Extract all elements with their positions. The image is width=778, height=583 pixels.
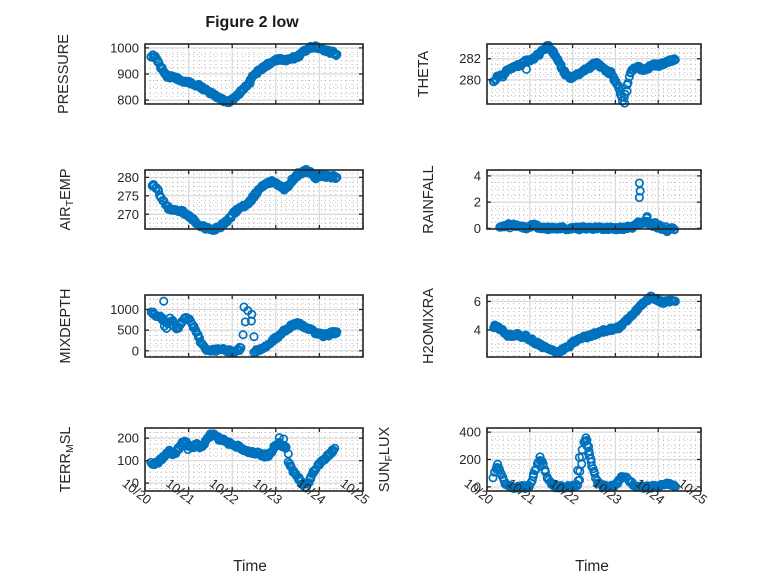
figure-title: Figure 2 low <box>205 14 299 31</box>
y-tick-label: 6 <box>474 294 481 309</box>
tick-marks <box>144 295 364 357</box>
y-tick-label: 500 <box>117 323 139 338</box>
y-tick-label: 0 <box>132 343 139 358</box>
tick-marks <box>486 428 702 491</box>
y-tick-label: 400 <box>459 425 481 440</box>
y-tick-label: 900 <box>117 67 139 82</box>
data-point-outlier <box>521 64 531 74</box>
y-tick-label: 0 <box>474 221 481 236</box>
data-series <box>489 291 680 358</box>
data-point-outlier <box>246 316 256 326</box>
subplot-theta: 280 282 THETA <box>416 40 702 108</box>
data-series <box>495 178 680 237</box>
y-axis-label: PRESSURE <box>56 34 72 114</box>
data-point-outlier <box>634 178 644 188</box>
y-tick-label: 282 <box>459 51 481 66</box>
y-axis-label: TERRMSL <box>58 427 76 493</box>
plot-box <box>144 427 364 492</box>
subplot-mixdepth: 0 500 1000 MIXDEPTH <box>58 289 364 364</box>
data-point-outlier <box>238 330 248 340</box>
data-point-outlier <box>159 296 169 306</box>
plot-box <box>144 294 364 358</box>
x-axis-label-left: Time <box>233 558 267 575</box>
data-point-outlier <box>274 433 284 443</box>
y-tick-label: 270 <box>117 207 139 222</box>
data-point-outlier <box>634 192 644 203</box>
y-tick-label: 1000 <box>110 302 139 317</box>
minor-grid <box>487 170 701 229</box>
y-tick-label: 2 <box>474 195 481 210</box>
data-series <box>146 296 342 358</box>
minor-grid <box>487 44 701 104</box>
tick-marks <box>144 170 364 229</box>
y-tick-label: 4 <box>474 168 481 183</box>
y-tick-label: 200 <box>459 452 481 467</box>
tick-marks <box>486 44 702 104</box>
plot-box <box>486 294 702 358</box>
y-axis-label: RAINFALL <box>421 165 437 234</box>
y-tick-label: 1000 <box>110 40 139 55</box>
data-point-outlier <box>240 317 250 327</box>
subplot-h2omixra: 4 6 H2OMIXRA <box>421 288 702 364</box>
plot-box <box>486 43 702 105</box>
data-point-outlier <box>279 434 289 444</box>
y-tick-label: 280 <box>117 170 139 185</box>
tick-marks <box>486 295 702 357</box>
y-tick-label: 4 <box>474 322 481 337</box>
data-point-outlier <box>249 332 259 342</box>
y-tick-label: 280 <box>459 72 481 87</box>
tick-marks <box>486 170 702 229</box>
data-point-outlier <box>311 174 321 184</box>
y-axis-label: SUNFLUX <box>377 427 395 493</box>
y-tick-label: 100 <box>117 453 139 468</box>
plot-box <box>486 169 702 230</box>
y-tick-label: 200 <box>117 431 139 446</box>
subplot-air-temp: 270 275 280 AIRTEMP <box>58 164 364 236</box>
subplot-pressure: 800 900 1000 PRESSURE <box>56 34 364 114</box>
y-axis-label: H2OMIXRA <box>421 288 437 364</box>
y-tick-label: 800 <box>117 93 139 108</box>
tick-marks <box>144 44 364 104</box>
y-axis-label: MIXDEPTH <box>58 289 74 364</box>
y-axis-label: AIRTEMP <box>58 168 76 230</box>
data-point-outlier <box>573 465 583 476</box>
y-tick-label: 0 <box>474 479 481 494</box>
plot-box <box>144 169 364 230</box>
y-tick-label: 0 <box>132 476 139 491</box>
x-axis-label-right: Time <box>575 558 609 575</box>
tick-marks <box>144 428 364 491</box>
data-series <box>146 429 340 493</box>
y-tick-label: 275 <box>117 188 139 203</box>
data-series <box>488 40 680 108</box>
subplot-rainfall: 0 2 4 RAINFALL <box>421 165 702 237</box>
data-point-outlier <box>574 452 584 462</box>
data-point-outlier <box>642 211 652 222</box>
y-axis-label: THETA <box>416 50 432 97</box>
